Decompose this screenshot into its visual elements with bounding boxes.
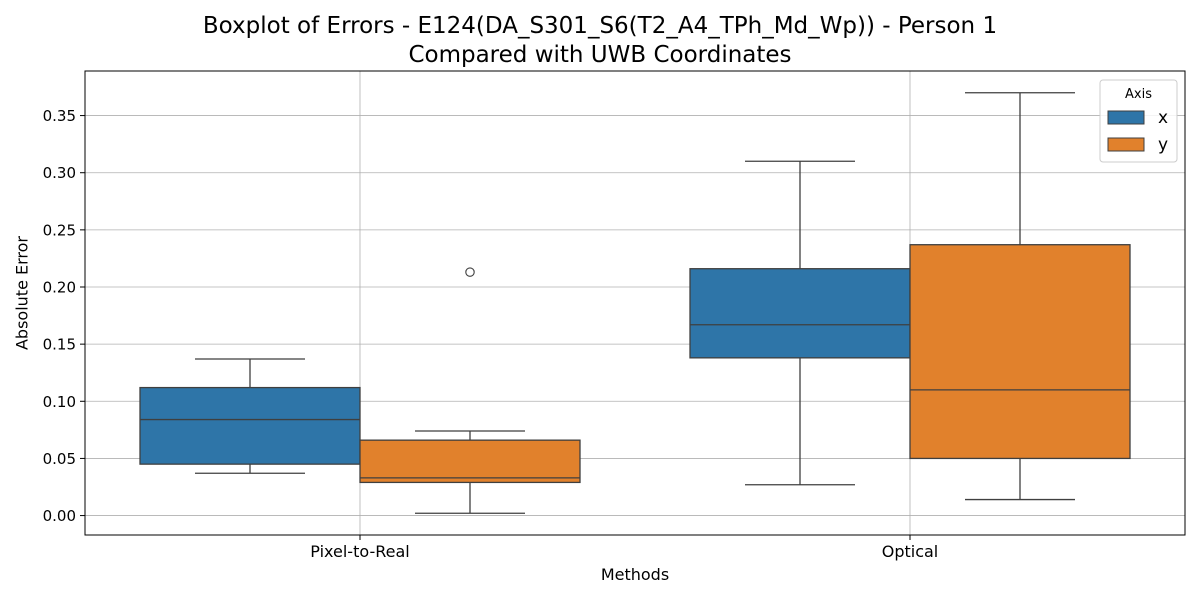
- y-tick-label-7: 0.35: [43, 107, 76, 125]
- box-y-1-body: [909, 244, 1131, 460]
- y-axis-ticks: 0.00 0.05 0.10 0.15 0.20 0.25 0.30 0.35: [43, 107, 85, 525]
- legend-swatch-y: [1107, 137, 1145, 152]
- box-y-0-outlier-0: [465, 267, 475, 277]
- x-axis-label: Methods: [600, 565, 670, 584]
- box-y-0-body: [359, 439, 581, 484]
- chart-title-line-2: Compared with UWB Coordinates: [408, 42, 792, 68]
- x-tick-label-0: Pixel-to-Real: [310, 542, 409, 561]
- box-x-0-body: [139, 386, 361, 465]
- y-tick-label-5: 0.25: [43, 221, 76, 239]
- chart-title-line-1: Boxplot of Errors - E124(DA_S301_S6(T2_A…: [202, 13, 998, 39]
- y-tick-label-0: 0.00: [43, 507, 76, 525]
- x-axis-ticks: Pixel-to-Real Optical: [310, 535, 938, 561]
- y-tick-label-4: 0.20: [43, 279, 76, 297]
- box-group: [139, 92, 1131, 514]
- legend-title: Axis: [1125, 87, 1152, 102]
- legend-label-y: y: [1158, 135, 1168, 155]
- legend-swatch-x: [1107, 110, 1145, 125]
- box-x-1-body: [689, 268, 911, 359]
- y-tick-label-1: 0.05: [43, 450, 76, 468]
- plot-frame: [84, 70, 1186, 536]
- x-tick-label-1: Optical: [882, 542, 939, 561]
- y-tick-label-3: 0.15: [43, 336, 76, 354]
- y-tick-label-6: 0.30: [43, 164, 76, 182]
- y-tick-label-2: 0.10: [43, 393, 76, 411]
- y-axis-label: Absolute Error: [12, 235, 32, 351]
- legend-label-x: x: [1158, 108, 1168, 128]
